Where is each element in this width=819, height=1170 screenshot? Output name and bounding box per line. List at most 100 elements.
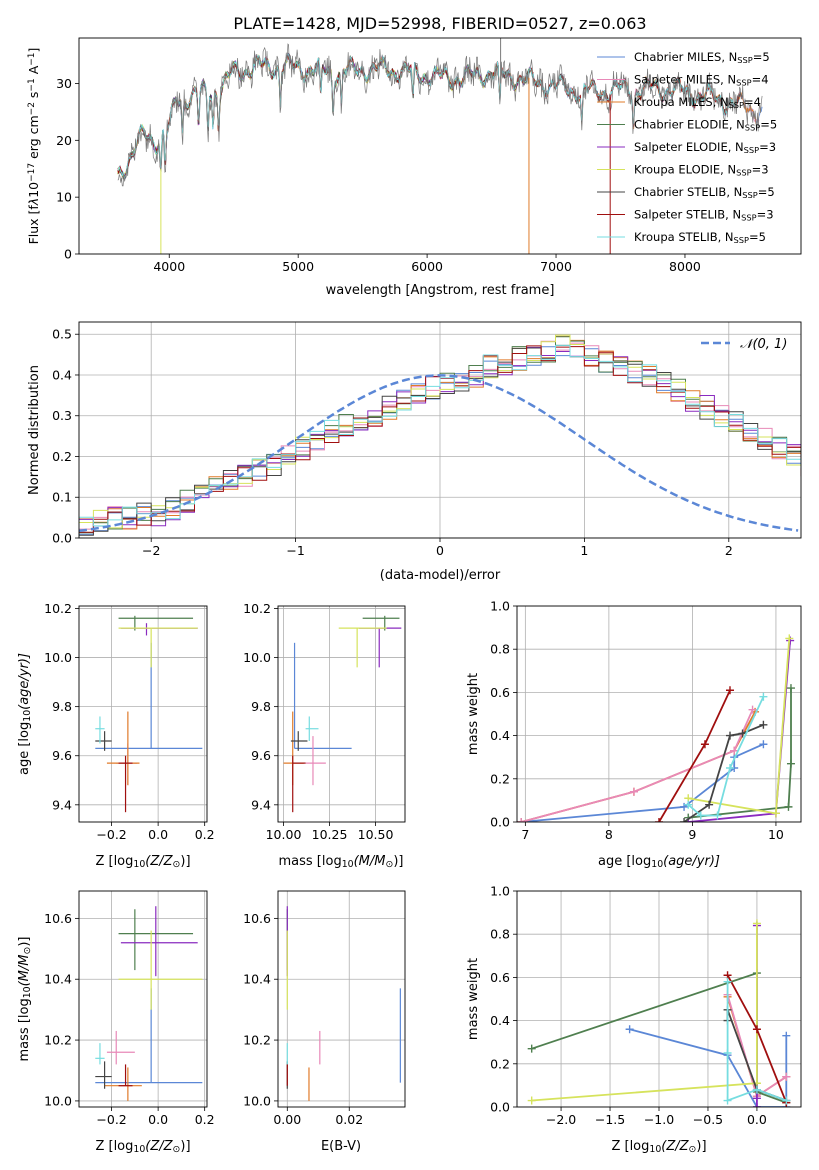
- figure-title: PLATE=1428, MJD=52998, FIBERID=0527, z=0…: [233, 14, 646, 33]
- tick-label-x: 10.25: [312, 827, 348, 842]
- tick-label-y: 20: [56, 133, 72, 148]
- tick-label-x: 0: [436, 543, 444, 558]
- tick-label-y: 9.8: [52, 699, 72, 714]
- axes-frame: [516, 605, 802, 823]
- errorbar-salpeter_stelib: [118, 1064, 133, 1087]
- tick-label-y: 10.0: [243, 650, 271, 665]
- xlabel-weight-vs-Z-part: 10: [649, 1144, 661, 1155]
- weight-line: [629, 1028, 788, 1107]
- weight-marker: [517, 818, 526, 822]
- axes-frame: [516, 890, 802, 1108]
- ylabel-spectrum-part: erg cm: [26, 115, 41, 163]
- ylabel-residuals: Normed distribution: [27, 365, 42, 495]
- tick-label-x: −1: [286, 543, 304, 558]
- weight-marker: [785, 634, 794, 643]
- spectrum-lines: [117, 38, 763, 254]
- axes-mass_vs_ebv: 0.00 0.02 10.0 10.2 10.4 10.6: [243, 890, 406, 1127]
- tick-label-x: 0.0: [747, 1112, 767, 1127]
- ylabel-residuals-part: Normed distribution: [27, 365, 42, 495]
- weight-marker: [684, 800, 693, 809]
- legend-label-part: =5: [760, 118, 777, 132]
- tick-label-y: 0.1: [52, 490, 72, 505]
- tick-label-x: −0.2: [96, 827, 126, 842]
- tick-label-y: 0.8: [490, 642, 510, 657]
- spectrum-data: [117, 43, 763, 187]
- errorbar-chabrier_stelib: [95, 731, 112, 751]
- legend-label-part: Kroupa STELIB, N: [634, 230, 734, 244]
- weight-marker: [786, 684, 795, 693]
- ticks: −2.0 −1.5 −1.0 −0.5 0.0 0.0 0.2 0.4 0.6 0.8 1.0: [490, 884, 767, 1128]
- tick-label-y: 0.2: [490, 771, 510, 786]
- weight-line: [688, 688, 792, 819]
- ylabel-weight-vs-Z: mass weight: [466, 958, 481, 1040]
- xlabel-mass-vs-Z-part: 10: [133, 1144, 145, 1155]
- legend-label-part: SSP: [744, 145, 759, 155]
- xlabel-mass-vs-ebv-part: E(B-V): [321, 1139, 361, 1154]
- legend-label-part: Chabrier ELODIE, N: [634, 118, 745, 132]
- weight-line: [688, 640, 791, 822]
- tick-label-y: 10.2: [243, 601, 271, 616]
- ylabel-spectrum-part: −1: [27, 78, 37, 91]
- tick-label-x: 7: [521, 827, 529, 842]
- ylabel-age-vs-Z: age [log10(age/yr)]: [17, 653, 33, 775]
- grid: [517, 891, 801, 1107]
- weight-marker: [782, 1096, 791, 1105]
- plot-area: [278, 606, 405, 822]
- weight-series-kroupa_elodie: [684, 634, 794, 818]
- ticks: 4000 5000 6000 7000 8000 0 10 20 30: [56, 76, 701, 274]
- tick-label-x: −1.5: [595, 1112, 625, 1127]
- histogram-salpeter_stelib: [79, 345, 801, 533]
- tick-label-x: −0.5: [693, 1112, 723, 1127]
- legend-label-part: Salpeter ELODIE, N: [634, 140, 744, 154]
- weight-line: [687, 696, 765, 817]
- spectrum-model-kroupa_elodie: [117, 54, 531, 179]
- errorbar-kroupa_miles: [104, 1067, 142, 1101]
- errorbar-chabrier_stelib: [290, 731, 308, 751]
- xlabel-weight-vs-Z: Z [log10(Z/Z⊙)]: [611, 1139, 706, 1155]
- tick-label-y: 10: [56, 190, 72, 205]
- tick-label-y: 1.0: [490, 884, 510, 899]
- axes-frame: [78, 37, 802, 255]
- tick-label-y: 10.2: [44, 1033, 72, 1048]
- weight-series-chabrier_elodie: [684, 684, 795, 822]
- legend-label-part: Chabrier MILES, N: [634, 50, 737, 64]
- tick-label-y: 0.0: [490, 815, 510, 830]
- legend-label-part: =4: [752, 73, 769, 87]
- errorbar-kroupa_stelib: [305, 716, 319, 741]
- ylabel-mass-vs-Z-part: (M/M: [17, 955, 32, 987]
- tick-label-y: 0.4: [490, 728, 510, 743]
- grid: [79, 322, 801, 538]
- ylabel-age-vs-Z-part: 10: [22, 710, 33, 722]
- errorbars: [283, 615, 402, 813]
- tick-label-y: 10.4: [44, 972, 72, 987]
- xlabel-mass-vs-ebv: E(B-V): [321, 1139, 361, 1154]
- errorbar-salpeter_elodie: [358, 627, 402, 668]
- tick-label-x: 2: [725, 543, 733, 558]
- xlabel-age-vs-mass-part: (M/M: [354, 854, 386, 869]
- tick-label-y: 10.6: [243, 911, 271, 926]
- axes-frame: [78, 321, 802, 539]
- weight-marker: [759, 720, 768, 729]
- plot-area: [117, 38, 763, 254]
- weight-line: [521, 743, 764, 822]
- grid: [278, 606, 405, 822]
- ylabel-spectrum-part: Flux [f: [26, 205, 41, 245]
- weight-line: [531, 923, 758, 1102]
- legend-label-part: =5: [749, 230, 766, 244]
- tick-label-y: 0: [64, 247, 72, 262]
- tick-label-y: 1.0: [490, 599, 510, 614]
- weight-marker: [752, 1085, 761, 1094]
- tick-label-x: 10.00: [266, 827, 302, 842]
- plot-area: [278, 891, 405, 1107]
- ylabel-age-vs-Z-part: age [log: [17, 722, 32, 775]
- legend-label-part: SSP: [736, 78, 751, 88]
- tick-label-x: 8: [605, 827, 613, 842]
- weight-marker: [629, 787, 638, 796]
- weight-marker: [713, 811, 722, 820]
- errorbar-salpeter_miles: [305, 736, 326, 786]
- legend-label-part: =3: [757, 208, 774, 222]
- xlabel-mass-vs-Z-part: )]: [180, 1139, 190, 1154]
- axes-age_vs_Z: −0.2 0.0 0.2 9.4 9.6 9.8 10.0 10.2: [44, 601, 214, 842]
- xlabel-residuals-part: (data-model)/error: [380, 568, 501, 583]
